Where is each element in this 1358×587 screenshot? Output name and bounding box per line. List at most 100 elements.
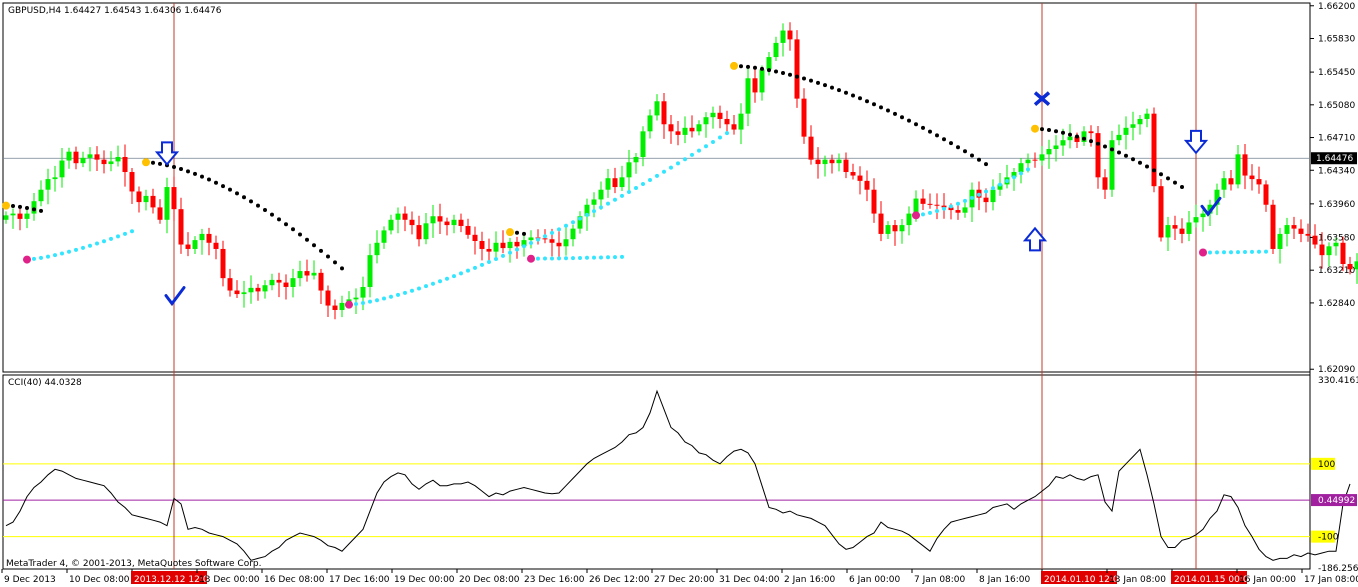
candle-body [3, 215, 9, 220]
time-tick-label: 17 Jan 08:00 [1304, 575, 1358, 585]
cci-header: CCI(40) 44.0328 [8, 378, 82, 388]
sar-dot-lower [984, 189, 988, 194]
candle-body [829, 159, 835, 164]
candle-body [1053, 145, 1059, 150]
candle-body [486, 248, 492, 252]
price-tick-label: 1.65450 [1318, 68, 1355, 78]
sar-dot-upper [151, 160, 155, 165]
time-tick-label: 23 Dec 16:00 [524, 575, 585, 585]
sar-dot-upper [1145, 164, 1149, 169]
candle-body [1249, 175, 1255, 180]
sar-dot-lower [1264, 249, 1268, 254]
price-axis: 1.66200 1.65830 1.65450 1.65080 1.64710 1.643… [3, 2, 1357, 375]
sar-flip-dot [1031, 124, 1039, 133]
candle-body [1144, 113, 1150, 119]
sar-dot-lower [634, 186, 638, 191]
candle-body [955, 210, 961, 213]
sar-dot-lower [606, 255, 610, 260]
cci-value-box [1311, 494, 1357, 507]
candle-body [927, 203, 933, 205]
sar-dot-lower [81, 245, 85, 250]
price-tick-label: 1.63210 [1318, 266, 1355, 276]
candle-body [1235, 154, 1241, 185]
candle-body [717, 112, 723, 119]
candle-body [598, 189, 604, 200]
sar-dot-lower [1208, 250, 1212, 255]
sar-dot-lower [410, 288, 414, 293]
candle-body [997, 184, 1003, 190]
candle-body [696, 124, 702, 132]
sar-dot-lower [522, 244, 526, 249]
cci-tick-label: -186.2568 [1318, 564, 1358, 574]
sar-dot-upper [1082, 136, 1086, 141]
sar-dot-upper [1075, 134, 1079, 139]
candle-body [136, 191, 142, 203]
sar-dot-upper [214, 180, 218, 185]
candle-body [962, 207, 968, 213]
candle-body [10, 213, 16, 216]
sar-dot-lower [564, 223, 568, 228]
candle-body [1242, 154, 1248, 176]
sar-dot-upper [823, 83, 827, 88]
candle-body [360, 286, 366, 298]
time-tick-label: 7 Jan 08:00 [914, 575, 966, 585]
sar-dot-upper [242, 195, 246, 200]
sar-dot-lower [550, 230, 554, 235]
candle-body [661, 101, 667, 125]
sar-dot-lower [578, 216, 582, 221]
candle-body [311, 272, 317, 276]
price-panel [2, 2, 1311, 373]
sar-dot-lower [60, 251, 64, 256]
candle-body [759, 69, 765, 93]
sar-dot-lower [676, 161, 680, 166]
candle-body [290, 278, 296, 287]
sar-dot-lower [361, 300, 365, 305]
candle-body [374, 242, 380, 256]
sar-dot-upper [39, 208, 43, 213]
candle-body [878, 213, 884, 234]
time-tick-label: 9 Dec 2013 [4, 575, 56, 585]
candle-body [444, 221, 450, 226]
candle-body [577, 216, 583, 229]
sar-dot-lower [928, 210, 932, 215]
sar-dot-upper [312, 243, 316, 248]
candle-body [206, 233, 212, 243]
candle-body [45, 179, 51, 190]
candle-body [1256, 179, 1262, 185]
sar-dot-upper [1166, 176, 1170, 181]
candle-body [171, 187, 177, 210]
current-price-label: 1.64476 [1316, 154, 1353, 164]
sar-dot-upper [1159, 172, 1163, 177]
price-tick-label: 1.63580 [1318, 233, 1355, 243]
sar-dot-lower [1243, 249, 1247, 254]
sar-dot-lower [487, 259, 491, 264]
sar-dot-upper [795, 74, 799, 79]
candle-body [255, 287, 261, 292]
sar-dot-lower [641, 181, 645, 186]
candle-body [864, 180, 870, 190]
sar-dot-upper [1131, 157, 1135, 162]
sar-dot-lower [543, 256, 547, 261]
sar-dot-upper [851, 93, 855, 98]
sar-dot-lower [466, 268, 470, 273]
price-tick-label: 1.62840 [1318, 299, 1355, 309]
sar-dot-lower [599, 255, 603, 260]
candle-body [920, 198, 926, 204]
candle-body [1088, 131, 1094, 134]
candle-body [815, 159, 821, 165]
sar-dot-upper [207, 177, 211, 182]
candle-body [899, 225, 905, 232]
candle-body [913, 198, 919, 214]
candle-body [1326, 246, 1332, 256]
candle-body [1102, 177, 1108, 190]
sar-dot-lower [585, 255, 589, 260]
sar-dot-lower [949, 204, 953, 209]
sar-dot-upper [326, 254, 330, 259]
sar-flip-dot [142, 158, 150, 167]
candle-body [1277, 233, 1283, 249]
time-tick-label: 31 Dec 04:00 [719, 575, 780, 585]
cross-icon [1033, 91, 1051, 106]
candle-body [906, 213, 912, 226]
sar-dot-upper [830, 85, 834, 90]
